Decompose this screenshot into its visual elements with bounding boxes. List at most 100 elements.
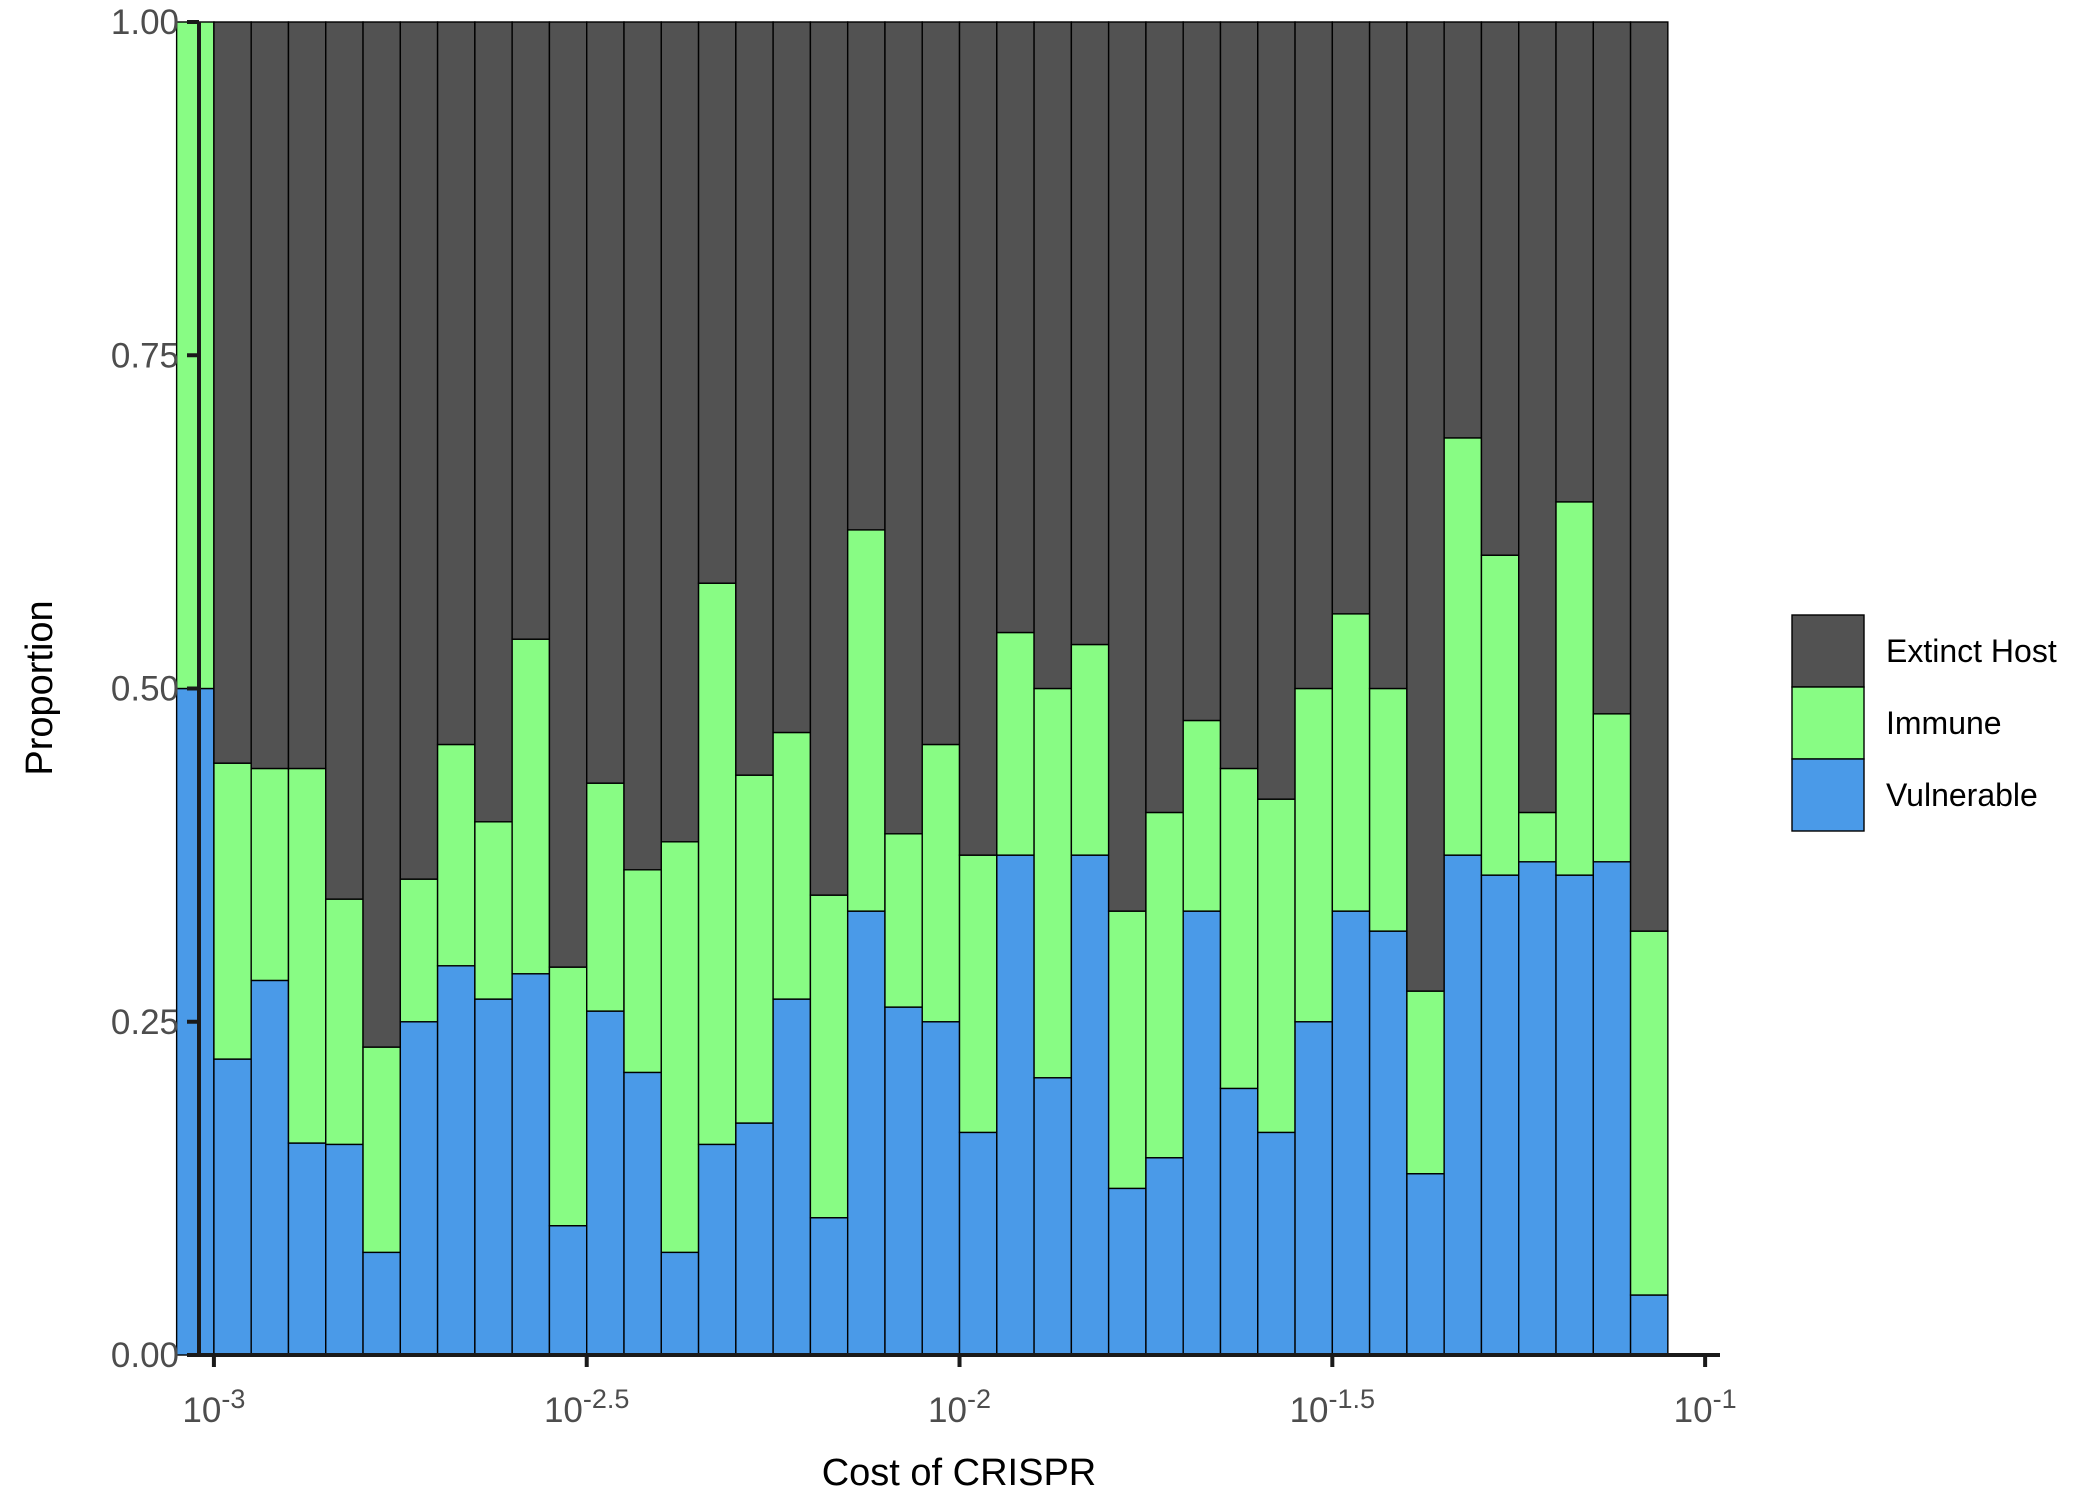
- bar-vulnerable: [1331, 910, 1371, 1356]
- bar-immune: [1033, 687, 1073, 1079]
- x-tick-label: 10-1: [1674, 1384, 1737, 1430]
- bar-immune: [660, 841, 700, 1254]
- bar-immune: [1555, 501, 1594, 876]
- bar-extinct-host: [474, 21, 513, 823]
- bar-extinct-host: [1443, 21, 1483, 439]
- bar-immune: [436, 743, 476, 967]
- y-ticks: 0.00 0.25 0.50 0.75 1.00: [111, 3, 199, 1375]
- y-tick-label: 0.00: [111, 1336, 179, 1375]
- bar-vulnerable: [1406, 1173, 1445, 1356]
- bar-extinct-host: [1518, 21, 1557, 814]
- bar-immune: [884, 833, 923, 1008]
- bar-vulnerable: [1033, 1077, 1073, 1356]
- bar-vulnerable: [1480, 874, 1520, 1356]
- bar-vulnerable: [399, 1021, 439, 1356]
- x-tick-label: 10-2: [928, 1384, 991, 1430]
- legend-label: Immune: [1886, 705, 2002, 741]
- bar-immune: [1406, 990, 1445, 1175]
- bar-extinct-host: [958, 21, 998, 856]
- bar-immune: [1443, 437, 1483, 856]
- bar-immune: [1629, 930, 1669, 1296]
- bar-extinct-host: [1592, 21, 1632, 715]
- bar-immune: [1518, 811, 1557, 863]
- bar-immune: [921, 743, 961, 1023]
- bar-immune: [1182, 719, 1222, 912]
- bar-vulnerable: [250, 979, 290, 1356]
- bar-immune: [325, 898, 364, 1146]
- bar-vulnerable: [548, 1224, 588, 1356]
- bar-vulnerable: [1219, 1087, 1259, 1356]
- bar-vulnerable: [735, 1122, 774, 1356]
- bar-extinct-host: [1033, 21, 1073, 690]
- legend-key-extinct-host: [1791, 614, 1865, 688]
- bar-vulnerable: [809, 1216, 849, 1356]
- bar-immune: [809, 894, 849, 1219]
- bar-extinct-host: [213, 21, 252, 764]
- bar-extinct-host: [772, 21, 812, 734]
- y-axis-title: Proportion: [19, 600, 61, 775]
- bar-vulnerable: [436, 965, 476, 1356]
- bar-immune: [1219, 767, 1259, 1090]
- bar-extinct-host: [1629, 21, 1669, 932]
- bar-vulnerable: [1294, 1021, 1334, 1356]
- bar-vulnerable: [287, 1142, 327, 1356]
- bar-vulnerable: [1629, 1294, 1669, 1356]
- bar-extinct-host: [1406, 21, 1445, 992]
- bar-vulnerable: [1145, 1157, 1184, 1356]
- bar-extinct-host: [511, 21, 551, 640]
- bar-extinct-host: [660, 21, 700, 843]
- x-ticks: 10-3 10-2.5 10-2 10-1.5 10-1: [182, 1355, 1737, 1430]
- bar-extinct-host: [1480, 21, 1520, 556]
- bar-extinct-host: [809, 21, 849, 896]
- bar-extinct-host: [735, 21, 774, 776]
- bar-extinct-host: [250, 21, 290, 770]
- bar-immune: [846, 529, 886, 912]
- bar-extinct-host: [921, 21, 961, 746]
- bar-extinct-host: [1219, 21, 1259, 770]
- bar-vulnerable: [1182, 910, 1222, 1356]
- bar-vulnerable: [772, 998, 812, 1356]
- bar-extinct-host: [436, 21, 476, 746]
- bar-vulnerable: [1443, 854, 1483, 1356]
- bar-extinct-host: [996, 21, 1035, 634]
- bar-immune: [1480, 554, 1520, 876]
- bar-vulnerable: [213, 1058, 252, 1356]
- y-tick-label: 0.75: [111, 336, 179, 375]
- bar-extinct-host: [362, 21, 402, 1048]
- bar-extinct-host: [1368, 21, 1408, 690]
- bar-extinct-host: [1257, 21, 1296, 800]
- legend-key-vulnerable: [1791, 758, 1865, 832]
- legend-label: Extinct Host: [1886, 633, 2057, 669]
- bar-extinct-host: [287, 21, 327, 770]
- bar-extinct-host: [884, 21, 923, 835]
- bar-immune: [362, 1046, 402, 1254]
- bar-vulnerable: [1592, 861, 1632, 1356]
- bar-extinct-host: [1070, 21, 1110, 646]
- bar-immune: [213, 762, 252, 1060]
- bar-vulnerable: [362, 1251, 402, 1356]
- bar-vulnerable: [846, 910, 886, 1356]
- bar-extinct-host: [1331, 21, 1371, 615]
- bar-immune: [1368, 687, 1408, 932]
- bar-extinct-host: [1107, 21, 1147, 912]
- bar-vulnerable: [586, 1010, 625, 1356]
- x-tick-label: 10-1.5: [1290, 1384, 1375, 1430]
- bar-vulnerable: [1518, 861, 1557, 1356]
- bar-immune: [1294, 687, 1334, 1023]
- bar-extinct-host: [697, 21, 737, 584]
- bar-immune: [996, 631, 1035, 856]
- bar-immune: [250, 767, 290, 982]
- bar-immune: [1070, 643, 1110, 856]
- bar-extinct-host: [846, 21, 886, 531]
- bar-immune: [1592, 713, 1632, 863]
- bar-extinct-host: [399, 21, 439, 880]
- bar-vulnerable: [958, 1131, 998, 1356]
- y-tick-label: 0.50: [111, 670, 179, 709]
- bar-immune: [548, 966, 588, 1227]
- bar-immune: [697, 582, 737, 1146]
- bar-extinct-host: [325, 21, 364, 900]
- bar-immune: [623, 869, 662, 1074]
- bar-vulnerable: [623, 1071, 662, 1356]
